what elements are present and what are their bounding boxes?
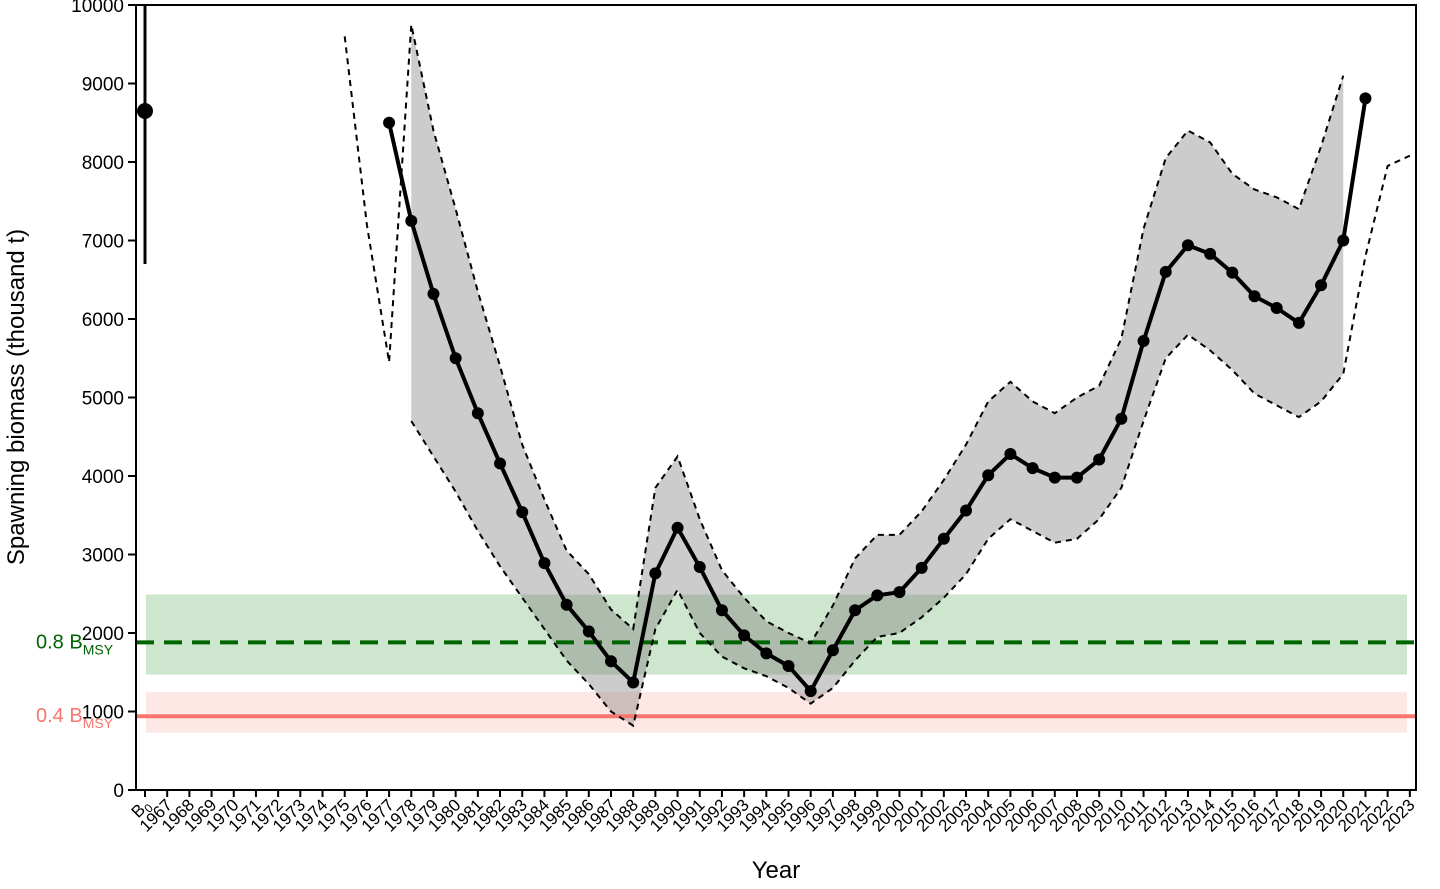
ytick-label-0: 0	[113, 781, 124, 802]
lower-dashed-line	[410, 154, 1411, 728]
point-1987	[604, 655, 617, 668]
point-2017	[1270, 302, 1283, 315]
ytick-label-7000: 7000	[82, 232, 124, 253]
b0-marker	[137, 5, 153, 265]
point-1990	[671, 521, 684, 534]
point-2008	[1070, 471, 1083, 484]
x-axis-title: Year	[752, 857, 801, 884]
point-1994	[760, 647, 773, 660]
ytick-label-10000: 10000	[71, 0, 124, 17]
point-1996	[804, 685, 817, 698]
point-2001	[915, 561, 928, 574]
point-1998	[849, 604, 862, 617]
point-2018	[1292, 316, 1305, 329]
ytick-label-9000: 9000	[82, 75, 124, 96]
point-1992	[715, 604, 728, 617]
point-2021	[1359, 92, 1372, 105]
ytick-label-8000: 8000	[82, 153, 124, 174]
point-1980	[449, 352, 462, 365]
ytick-label-6000: 6000	[82, 310, 124, 331]
point-1985	[560, 598, 573, 611]
point-2015	[1226, 266, 1239, 279]
series-points	[383, 92, 1372, 698]
point-1986	[582, 625, 595, 638]
point-1999	[871, 589, 884, 602]
point-2000	[893, 586, 906, 599]
point-1982	[494, 457, 507, 470]
reference-lines	[136, 640, 1416, 719]
point-2003	[960, 504, 973, 517]
ci-band-area	[411, 24, 1344, 726]
point-2014	[1204, 247, 1217, 260]
upper-dashed-line	[343, 24, 1345, 645]
point-1995	[782, 659, 795, 672]
point-2004	[982, 469, 995, 482]
point-2006	[1026, 462, 1039, 475]
dashed-interval-lines	[343, 24, 1411, 728]
x-axis: B019671968196919701971197219731974197519…	[128, 790, 1419, 836]
point-1977	[383, 116, 396, 129]
point-2016	[1248, 290, 1261, 303]
point-2011	[1137, 334, 1150, 347]
point-1981	[471, 407, 484, 420]
ytick-label-4000: 4000	[82, 467, 124, 488]
point-2009	[1093, 453, 1106, 466]
point-1983	[516, 506, 529, 519]
point-2002	[937, 532, 950, 545]
point-2013	[1181, 239, 1194, 252]
b0-point	[137, 102, 153, 119]
ytick-label-2000: 2000	[82, 624, 124, 645]
point-1989	[649, 567, 662, 580]
ytick-label-3000: 3000	[82, 546, 124, 567]
point-2020	[1337, 234, 1350, 247]
point-2012	[1159, 265, 1172, 278]
point-1997	[826, 644, 839, 657]
point-2019	[1315, 279, 1328, 292]
point-1984	[538, 557, 551, 570]
point-2005	[1004, 448, 1017, 461]
y-axis-title: Spawning biomass (thousand t)	[3, 229, 30, 565]
point-1991	[693, 561, 706, 574]
ytick-label-1000: 1000	[82, 703, 124, 724]
y-axis: 0 1000 2000 3000 4000 5000 6000 7000 8000 9000 100…	[71, 0, 136, 802]
ytick-label-5000: 5000	[82, 389, 124, 410]
confidence-band	[411, 24, 1344, 726]
point-2007	[1048, 471, 1061, 484]
point-1988	[627, 676, 640, 689]
point-1978	[405, 214, 418, 227]
point-1993	[738, 629, 751, 642]
ref-band-1	[146, 691, 1407, 733]
point-1979	[427, 287, 440, 300]
point-2010	[1115, 412, 1128, 425]
